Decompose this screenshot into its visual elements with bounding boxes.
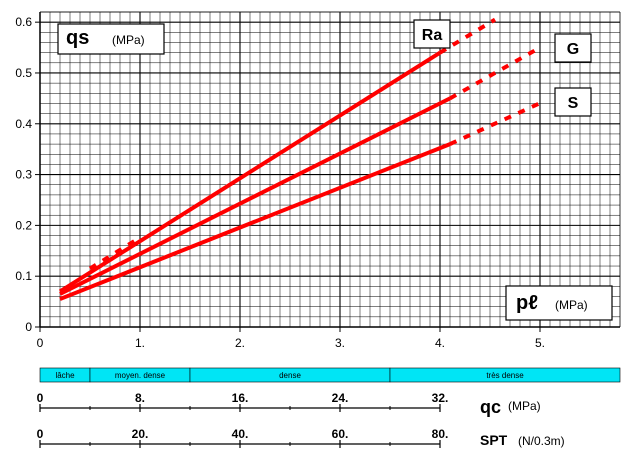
spt-tick-label: 80. [432,427,449,441]
qc-tick-label: 0 [37,391,44,405]
spt-tick-label: 40. [232,427,249,441]
series-ra-dashed [438,17,497,55]
label-layer: Ra G Sqs (MPa) pℓ (MPa) [57,19,613,321]
qc-scale-label: qc [480,397,501,417]
y-tick-label: 0.5 [15,66,32,80]
qc-tick-label: 16. [232,391,249,405]
qc-tick-label: 24. [332,391,349,405]
secondary-scales: lâche moyen. dense dense très dense 0 8. 16. 24… [37,367,621,448]
plot-grid [40,11,620,327]
spt-tick-label: 0 [37,427,44,441]
density-label: dense [279,371,301,380]
axes: 0 0.1 0.2 0.3 0.4 0.5 0.6 0 1. 2. 3. 4. 5. [15,11,621,350]
y-axis-label: qs [66,27,89,49]
y-tick-label: 0.1 [15,269,32,283]
spt-scale-label: SPT [480,432,508,448]
series-s-dashed [449,99,546,146]
x-tick-label: 0 [37,336,44,350]
legend-box-g [554,33,592,63]
x-tick-label: 1. [135,336,145,350]
density-segment [389,367,621,383]
series-ra-solid [58,50,442,294]
density-label: lâche [55,371,75,380]
spt-tick-label: 20. [132,427,149,441]
density-label: très dense [486,371,524,380]
y-tick-label: 0.4 [15,117,32,131]
x-tick-label: 4. [435,336,445,350]
x-axis-title-box [505,285,613,321]
qc-tick-label: 8. [135,391,145,405]
y-tick-label: 0 [25,320,32,334]
x-tick-label: 5. [535,336,545,350]
legend-box-ra [413,19,451,49]
y-tick-label: 0.6 [15,15,32,29]
legend-label-g: G [567,41,579,58]
density-label: moyen. dense [115,371,166,380]
y-tick-label: 0.2 [15,218,32,232]
series-g-dashed [449,45,541,101]
qc-tick-label: 32. [432,391,449,405]
qc-scale-unit: (MPa) [508,399,541,413]
spt-scale-unit: (N/0.3m) [518,434,565,448]
spt-tick-label: 60. [332,427,349,441]
y-axis-title-box [57,23,165,55]
x-axis-label: pℓ [516,292,538,314]
x-axis-unit: (MPa) [555,298,588,312]
legend-label-s: S [568,95,579,112]
series-g-solid [59,96,451,296]
x-tick-label: 3. [335,336,345,350]
series-s-solid [59,142,451,301]
legend-box-s [554,87,592,117]
y-tick-label: 0.3 [15,168,32,182]
series-ra-dashed [88,238,137,271]
x-tick-label: 2. [235,336,245,350]
y-axis-unit: (MPa) [112,33,145,47]
series-layer [58,17,546,301]
legend-label-ra: Ra [422,27,443,44]
